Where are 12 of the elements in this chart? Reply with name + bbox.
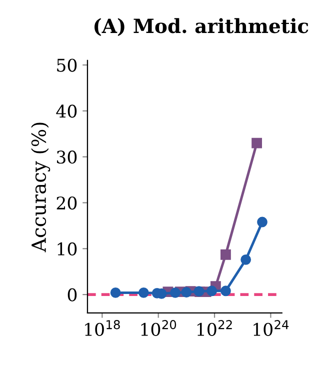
x-tick-label: 10$^{24}$	[254, 320, 289, 336]
y-tick-label: 30	[56, 150, 77, 164]
y-tick-label: 20	[56, 196, 77, 210]
y-tick-label: 50	[57, 58, 77, 72]
x-tick-label: 10$^{22}$	[197, 320, 232, 336]
y-tick-label: 0	[68, 288, 77, 302]
x-tick-label: 10$^{20}$	[141, 320, 176, 336]
y-axis-title: Accuracy (%)	[31, 122, 50, 252]
chart-title: (A) Mod. arithmetic	[94, 18, 308, 36]
y-tick-label: 40	[56, 104, 77, 118]
y-tick-label: 10	[58, 242, 77, 256]
x-tick-label: 10$^{18}$	[85, 320, 120, 336]
